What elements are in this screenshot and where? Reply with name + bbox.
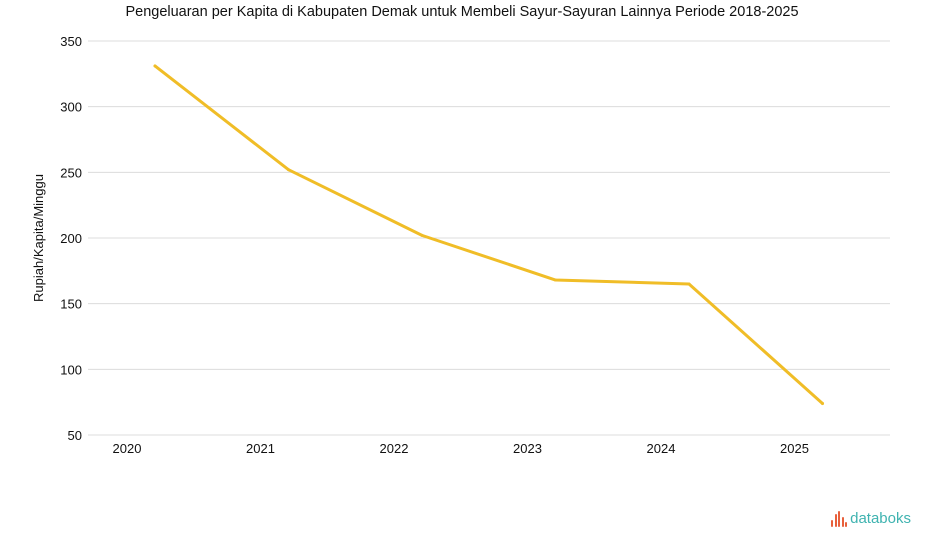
y-tick-label: 300 [60,100,82,115]
y-tick-label: 100 [60,362,82,377]
x-tick-label: 2025 [780,441,809,456]
data-point[interactable] [554,278,557,282]
series-line[interactable] [153,64,824,405]
x-tick-label: 2024 [647,441,676,456]
data-point[interactable] [821,401,824,405]
y-tick-label: 150 [60,297,82,312]
chart-title: Pengeluaran per Kapita di Kabupaten Dema… [125,4,798,20]
data-point[interactable] [287,168,290,172]
y-tick-label: 50 [68,428,82,443]
y-tick-label: 350 [60,34,82,49]
grid-lines [88,40,890,436]
x-tick-label: 2020 [113,441,142,456]
x-tick-label: 2022 [380,441,409,456]
y-tick-label: 250 [60,165,82,180]
data-point[interactable] [153,64,157,68]
databoks-bars-icon [831,510,848,527]
y-axis-ticks: 50 100 150 200 250 300 350 [60,34,82,443]
x-tick-label: 2021 [246,441,275,456]
data-point[interactable] [420,233,424,237]
y-axis-label: Rupiah/Kapita/Minggu [31,174,46,302]
data-point[interactable] [687,282,691,286]
databoks-logo[interactable]: databoks [831,510,911,527]
series-layer [153,64,824,405]
y-tick-label: 200 [60,231,82,246]
x-tick-label: 2023 [513,441,542,456]
brand-text: databoks [850,510,911,527]
x-axis-ticks: 2020 2021 2022 2023 2024 2025 [113,441,809,456]
